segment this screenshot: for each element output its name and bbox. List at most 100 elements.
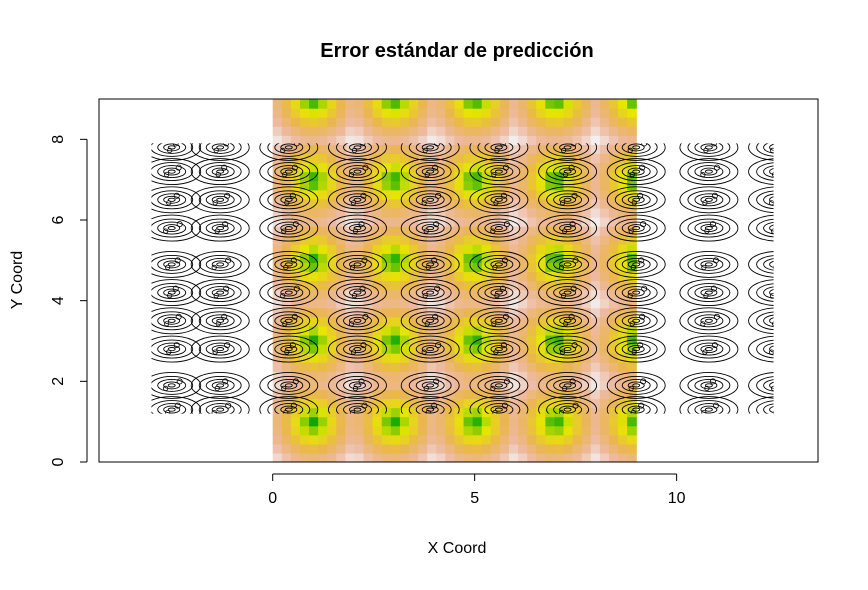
heatmap-cell	[472, 416, 483, 427]
contour-line	[494, 318, 503, 323]
heatmap-cell	[527, 262, 537, 273]
heatmap-cell	[508, 362, 519, 372]
contour-loop	[502, 313, 509, 320]
heatmap-cell	[618, 189, 628, 200]
contour-line	[280, 316, 298, 325]
heatmap-cell	[445, 117, 456, 127]
heatmap-cell	[318, 244, 328, 254]
heatmap-cell	[299, 162, 310, 173]
heatmap-cell	[472, 434, 483, 445]
heatmap-cell	[518, 189, 528, 200]
heatmap-cell	[272, 262, 283, 273]
contour-line	[756, 376, 774, 395]
heatmap-cell	[563, 280, 574, 291]
contour-line	[343, 221, 372, 235]
contour-line	[336, 400, 379, 414]
heatmap-cell	[554, 162, 565, 173]
heatmap-cell	[527, 189, 537, 200]
contour-loop	[640, 378, 647, 385]
contour-line	[151, 335, 202, 363]
heatmap-cell	[627, 271, 637, 282]
contour-line	[415, 378, 445, 392]
heatmap-cell	[590, 416, 601, 427]
heatmap-cell	[309, 126, 319, 136]
heatmap-cell	[336, 425, 346, 436]
heatmap-cell	[590, 344, 601, 354]
contour-line	[336, 162, 379, 182]
heatmap-cell	[499, 443, 510, 454]
heatmap-cell	[327, 380, 337, 390]
contour-line	[190, 396, 250, 414]
heatmap-cell	[390, 198, 401, 209]
heatmap-cell	[563, 298, 574, 309]
contour-line	[157, 403, 187, 414]
heatmap-cell	[409, 334, 419, 345]
contour-loop	[571, 342, 578, 349]
heatmap-cell	[327, 389, 337, 400]
heatmap-cell	[527, 325, 537, 336]
contour-line	[280, 143, 298, 152]
contour-loop	[349, 410, 356, 414]
contour-line	[151, 190, 194, 210]
heatmap-cell	[627, 307, 637, 318]
heatmap-cell	[299, 198, 310, 209]
heatmap-cell	[290, 316, 301, 327]
heatmap-cell	[363, 226, 374, 236]
heatmap-cell	[554, 135, 565, 145]
heatmap-cell	[472, 117, 483, 127]
heatmap-cell	[381, 117, 392, 127]
heatmap-cell	[336, 443, 346, 454]
heatmap-cell	[463, 316, 474, 327]
contour-line	[763, 342, 774, 356]
contour-line	[274, 314, 304, 328]
contour-line	[163, 381, 181, 390]
contour-line	[687, 218, 731, 238]
heatmap-cell	[390, 180, 401, 191]
heatmap-cell	[399, 353, 410, 363]
heatmap-cell	[318, 334, 328, 345]
heatmap-cell	[599, 144, 610, 155]
heatmap-cell	[608, 371, 619, 381]
contour-loop	[640, 221, 647, 228]
heatmap-cell	[436, 316, 446, 327]
heatmap-cell	[618, 344, 628, 354]
contour-loop	[770, 293, 774, 299]
heatmap-cell	[554, 443, 565, 454]
contour-line	[163, 224, 181, 233]
heatmap-cell	[536, 407, 546, 418]
heatmap-cell	[372, 280, 383, 291]
heatmap-cell	[363, 108, 374, 118]
contour-loop	[348, 172, 355, 178]
contour-line	[336, 218, 379, 238]
contour-line	[484, 165, 514, 179]
heatmap-cell	[299, 280, 310, 291]
contour-line	[694, 221, 724, 235]
heatmap-cell	[354, 99, 365, 109]
heatmap-cell	[608, 216, 619, 227]
contour-loop	[424, 321, 430, 327]
heatmap-cell	[590, 280, 601, 291]
heatmap-cell	[318, 108, 328, 118]
heatmap-cell	[272, 407, 283, 418]
contour-line	[400, 214, 460, 242]
contour-line	[694, 342, 724, 356]
heatmap-cell	[481, 307, 492, 318]
heatmap-cell	[281, 325, 292, 336]
contour-line	[614, 311, 658, 331]
heatmap-cell	[318, 280, 328, 291]
heatmap-cell	[454, 307, 465, 318]
contour-line	[763, 221, 774, 235]
contour-line	[621, 342, 651, 356]
heatmap-cell	[581, 207, 592, 218]
heatmap-cell	[481, 298, 492, 309]
heatmap-cell	[599, 371, 610, 381]
heatmap-cell	[518, 235, 528, 245]
heatmap-cell	[490, 244, 501, 254]
heatmap-cell	[590, 398, 601, 409]
heatmap-cell	[590, 271, 601, 282]
heatmap-cell	[336, 144, 346, 155]
contour-loop	[425, 264, 431, 270]
contour-loop	[174, 402, 181, 409]
heatmap-cell	[472, 443, 483, 454]
heatmap-cell	[272, 452, 283, 462]
